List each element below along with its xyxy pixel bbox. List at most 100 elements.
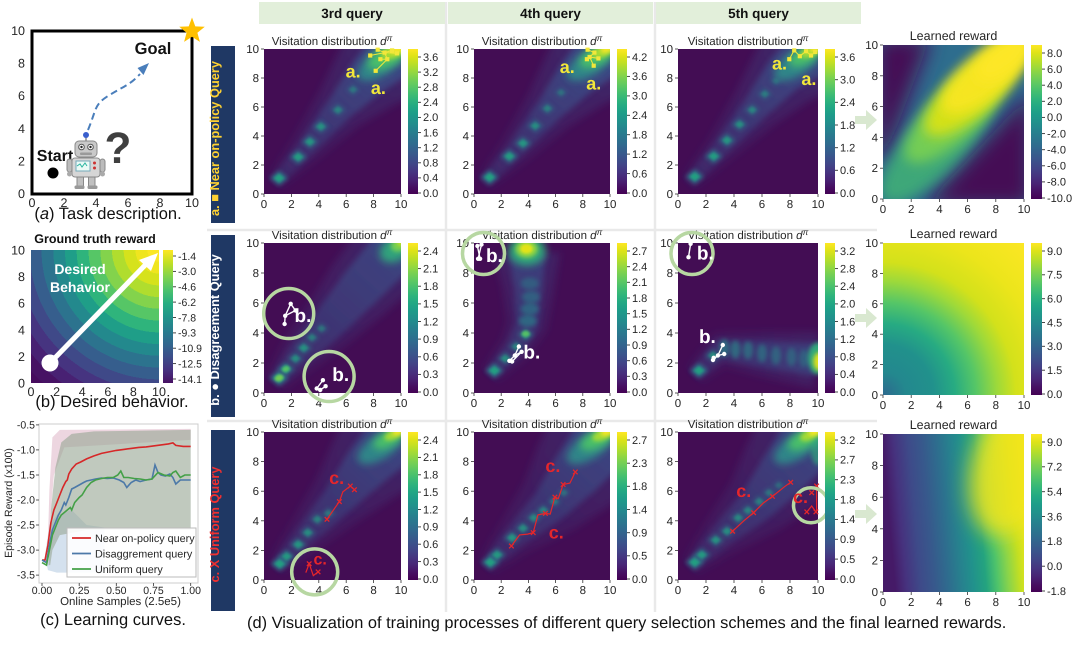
svg-text:3.0: 3.0: [1047, 341, 1062, 353]
svg-text:Visitation distribution dπ: Visitation distribution dπ: [272, 227, 393, 242]
svg-text:0.3: 0.3: [632, 371, 647, 383]
svg-text:10: 10: [246, 427, 259, 439]
svg-text:3.6: 3.6: [632, 71, 647, 83]
svg-text:0.3: 0.3: [423, 369, 438, 381]
svg-text:a.: a.: [586, 74, 601, 94]
svg-text:-0.5: -0.5: [17, 419, 35, 431]
svg-text:2.0: 2.0: [423, 112, 438, 124]
svg-text:6: 6: [343, 199, 349, 211]
svg-text:1.8: 1.8: [840, 120, 855, 132]
svg-text:6: 6: [667, 486, 673, 498]
svg-text:1.2: 1.2: [423, 316, 438, 328]
svg-text:10: 10: [395, 585, 408, 597]
svg-text:4: 4: [731, 398, 738, 410]
svg-text:-8.0: -8.0: [1047, 177, 1066, 189]
svg-text:6: 6: [253, 102, 259, 114]
svg-text:Start: Start: [37, 148, 74, 165]
svg-text:6: 6: [18, 89, 25, 103]
svg-text:10: 10: [865, 238, 878, 250]
svg-text:4: 4: [18, 323, 25, 337]
svg-text:Visitation distribution dπ: Visitation distribution dπ: [272, 416, 393, 431]
svg-text:(c) Learning curves.: (c) Learning curves.: [40, 611, 186, 629]
svg-text:0.9: 0.9: [840, 534, 855, 546]
svg-text:2: 2: [463, 358, 469, 370]
svg-text:8: 8: [872, 461, 878, 473]
svg-text:2.4: 2.4: [423, 246, 438, 258]
svg-text:6: 6: [552, 585, 558, 597]
svg-text:6: 6: [253, 486, 259, 498]
svg-text:0.0: 0.0: [632, 188, 647, 200]
svg-text:6.0: 6.0: [1047, 294, 1062, 306]
svg-text:3.0: 3.0: [840, 75, 855, 87]
svg-text:10: 10: [604, 585, 617, 597]
svg-text:0: 0: [18, 377, 25, 391]
svg-text:8: 8: [580, 398, 586, 410]
svg-text:0: 0: [880, 400, 886, 412]
svg-text:4: 4: [872, 524, 879, 536]
svg-text:0.0: 0.0: [1047, 389, 1062, 401]
svg-text:0: 0: [463, 189, 469, 201]
svg-text:10: 10: [812, 199, 825, 211]
svg-text:2: 2: [872, 555, 878, 567]
svg-text:1.5: 1.5: [632, 309, 647, 321]
svg-text:10: 10: [395, 199, 408, 211]
svg-text:3.2: 3.2: [840, 246, 855, 258]
svg-text:c.: c.: [545, 456, 560, 476]
svg-text:?: ?: [105, 124, 132, 173]
svg-text:2.8: 2.8: [423, 82, 438, 94]
svg-text:2: 2: [667, 358, 673, 370]
svg-text:b.: b.: [486, 246, 503, 267]
svg-text:a.: a.: [346, 61, 361, 81]
svg-text:0.75: 0.75: [143, 585, 164, 597]
svg-text:4: 4: [667, 516, 674, 528]
svg-text:-1.0: -1.0: [17, 444, 35, 456]
svg-text:4: 4: [525, 585, 532, 597]
svg-text:10: 10: [246, 238, 259, 250]
svg-text:-3.0: -3.0: [178, 266, 196, 278]
svg-text:5th query: 5th query: [728, 6, 789, 21]
svg-text:c.: c.: [329, 468, 344, 488]
svg-text:-14.1: -14.1: [178, 374, 202, 386]
svg-text:6: 6: [759, 398, 765, 410]
svg-text:Online Samples (2.5e5): Online Samples (2.5e5): [60, 596, 181, 608]
svg-text:1.5: 1.5: [423, 299, 438, 311]
svg-text:8: 8: [253, 73, 259, 85]
svg-text:10: 10: [812, 398, 825, 410]
svg-text:c.: c.: [736, 481, 751, 501]
svg-text:1.6: 1.6: [840, 316, 855, 328]
svg-text:b.: b.: [697, 244, 714, 265]
svg-text:10: 10: [185, 196, 199, 210]
svg-text:4: 4: [667, 131, 674, 143]
svg-text:2: 2: [872, 360, 878, 372]
svg-text:0.0: 0.0: [840, 387, 855, 399]
svg-text:Goal: Goal: [135, 40, 172, 58]
svg-text:2.1: 2.1: [423, 452, 438, 464]
svg-text:(b) Desired behavior.: (b) Desired behavior.: [35, 393, 188, 411]
svg-text:6: 6: [104, 385, 111, 399]
svg-text:-1.4: -1.4: [178, 251, 196, 263]
svg-text:2: 2: [253, 358, 259, 370]
svg-text:0: 0: [261, 398, 267, 410]
svg-text:0.0: 0.0: [1047, 561, 1062, 573]
svg-text:Learned reward: Learned reward: [910, 29, 998, 43]
svg-text:6: 6: [667, 102, 673, 114]
svg-text:a.: a.: [801, 69, 816, 89]
svg-text:1.8: 1.8: [632, 130, 647, 142]
svg-text:10: 10: [11, 24, 25, 38]
svg-text:6: 6: [759, 585, 765, 597]
svg-text:0: 0: [471, 585, 477, 597]
svg-text:b.: b.: [332, 365, 349, 386]
svg-text:3.2: 3.2: [840, 435, 855, 447]
svg-text:Episode Reward (x100): Episode Reward (x100): [3, 448, 15, 558]
svg-text:2: 2: [703, 199, 709, 211]
svg-text:-3.5: -3.5: [17, 570, 35, 582]
svg-text:4: 4: [316, 398, 323, 410]
svg-text:3.6: 3.6: [423, 52, 438, 64]
svg-text:4: 4: [872, 329, 879, 341]
svg-text:4: 4: [731, 585, 738, 597]
svg-text:8: 8: [130, 385, 137, 399]
svg-text:-6.0: -6.0: [1047, 161, 1066, 173]
svg-text:4: 4: [18, 122, 25, 136]
svg-text:4: 4: [731, 199, 738, 211]
svg-text:-9.3: -9.3: [178, 328, 196, 340]
